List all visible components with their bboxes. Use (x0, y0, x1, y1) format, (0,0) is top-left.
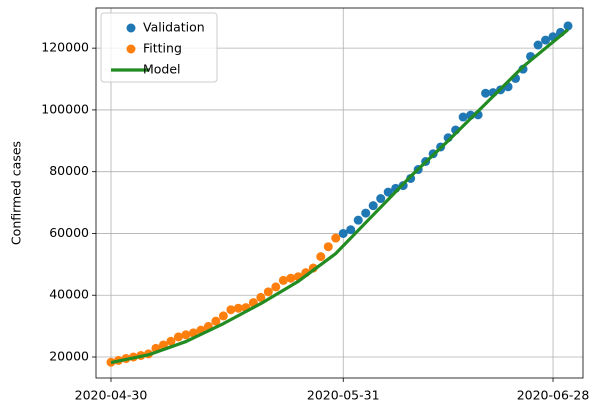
data-point (481, 88, 491, 98)
legend-marker (126, 44, 136, 54)
data-point (346, 225, 356, 235)
y-axis-label: Confirmed cases (9, 141, 24, 245)
legend-label: Model (143, 62, 181, 77)
data-point (376, 194, 386, 204)
y-tick-label: 40000 (49, 287, 89, 302)
data-point (353, 215, 363, 225)
data-point (368, 201, 378, 211)
data-point (361, 208, 371, 218)
model-line (110, 28, 570, 365)
data-point (383, 187, 393, 197)
data-point (338, 228, 348, 238)
data-point (316, 252, 326, 262)
legend-label: Fitting (143, 41, 182, 56)
data-point (256, 292, 266, 302)
y-tick-label: 100000 (41, 101, 89, 116)
data-point (458, 112, 468, 122)
legend: Validation Fitting Model (100, 12, 218, 83)
data-point (233, 303, 243, 313)
data-point (331, 233, 341, 243)
plot-frame (95, 7, 584, 379)
data-point (181, 330, 191, 340)
y-tick-label: 20000 (49, 348, 89, 363)
legend-marker (126, 23, 136, 33)
data-point (563, 21, 573, 31)
x-tick-label: 2020-05-31 (307, 388, 380, 403)
data-point (323, 242, 333, 252)
x-tick-label: 2020-06-28 (517, 388, 590, 403)
data-point (226, 305, 236, 315)
data-point (533, 40, 543, 50)
data-point (271, 282, 281, 292)
y-tick-label: 80000 (49, 163, 89, 178)
data-point (286, 273, 296, 283)
data-point (541, 35, 551, 45)
y-tick-label: 60000 (49, 225, 89, 240)
legend-label: Validation (143, 20, 205, 35)
data-point (173, 332, 183, 342)
data-point (218, 311, 228, 321)
data-point (166, 336, 176, 346)
data-point (278, 275, 288, 285)
x-tick-label: 2020-04-30 (75, 388, 148, 403)
data-point (211, 316, 221, 326)
data-point (263, 287, 273, 297)
y-tick-label: 120000 (41, 40, 89, 55)
